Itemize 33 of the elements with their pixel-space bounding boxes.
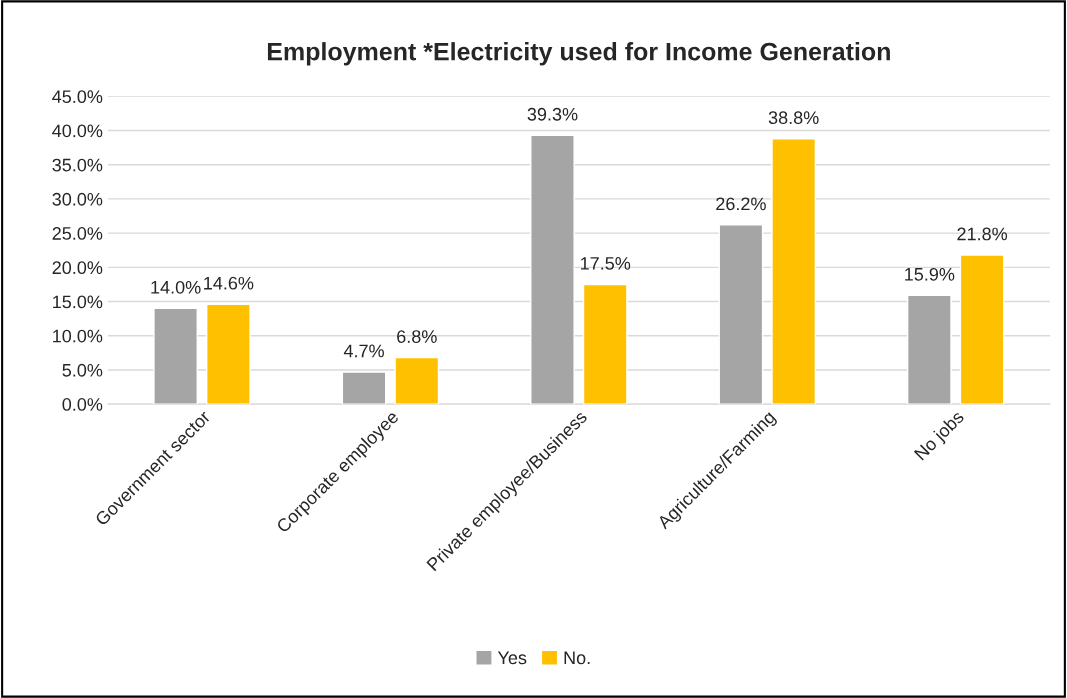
- y-tick-label: 45.0%: [52, 90, 103, 104]
- y-tick-label: 10.0%: [53, 329, 103, 343]
- data-label: 6.8%: [397, 330, 437, 343]
- bar: [718, 224, 764, 405]
- bar: [906, 294, 952, 405]
- data-label: 4.7%: [343, 344, 384, 358]
- bar: [341, 371, 387, 405]
- legend-label: Yes: [497, 651, 527, 665]
- data-label: 39.3%: [527, 107, 578, 121]
- data-label: 26.2%: [716, 197, 766, 211]
- data-label: 14.0%: [151, 280, 201, 294]
- data-label: 17.5%: [581, 257, 631, 270]
- bar: [771, 138, 817, 405]
- bar: [394, 356, 440, 405]
- data-label: 21.8%: [957, 227, 1008, 241]
- bar: [153, 307, 198, 405]
- y-tick-label: 0.0%: [62, 398, 103, 411]
- data-label: 14.6%: [204, 276, 254, 290]
- legend-label: No.: [564, 651, 590, 665]
- bar: [582, 283, 628, 405]
- y-tick-label: 30.0%: [52, 192, 103, 206]
- data-label: 15.9%: [905, 267, 955, 281]
- y-tick-label: 5.0%: [62, 363, 103, 377]
- y-tick-label: 35.0%: [52, 158, 103, 172]
- chart-title: Employment *Electricity used for Income Generation: [267, 42, 890, 66]
- y-tick-label: 25.0%: [52, 227, 103, 240]
- y-tick-label: 40.0%: [52, 124, 103, 138]
- y-tick-label: 20.0%: [52, 261, 103, 275]
- y-tick-label: 15.0%: [53, 295, 103, 309]
- bar: [959, 254, 1005, 405]
- bar: [530, 134, 575, 405]
- bar: [205, 303, 251, 405]
- data-label: 38.8%: [768, 111, 819, 125]
